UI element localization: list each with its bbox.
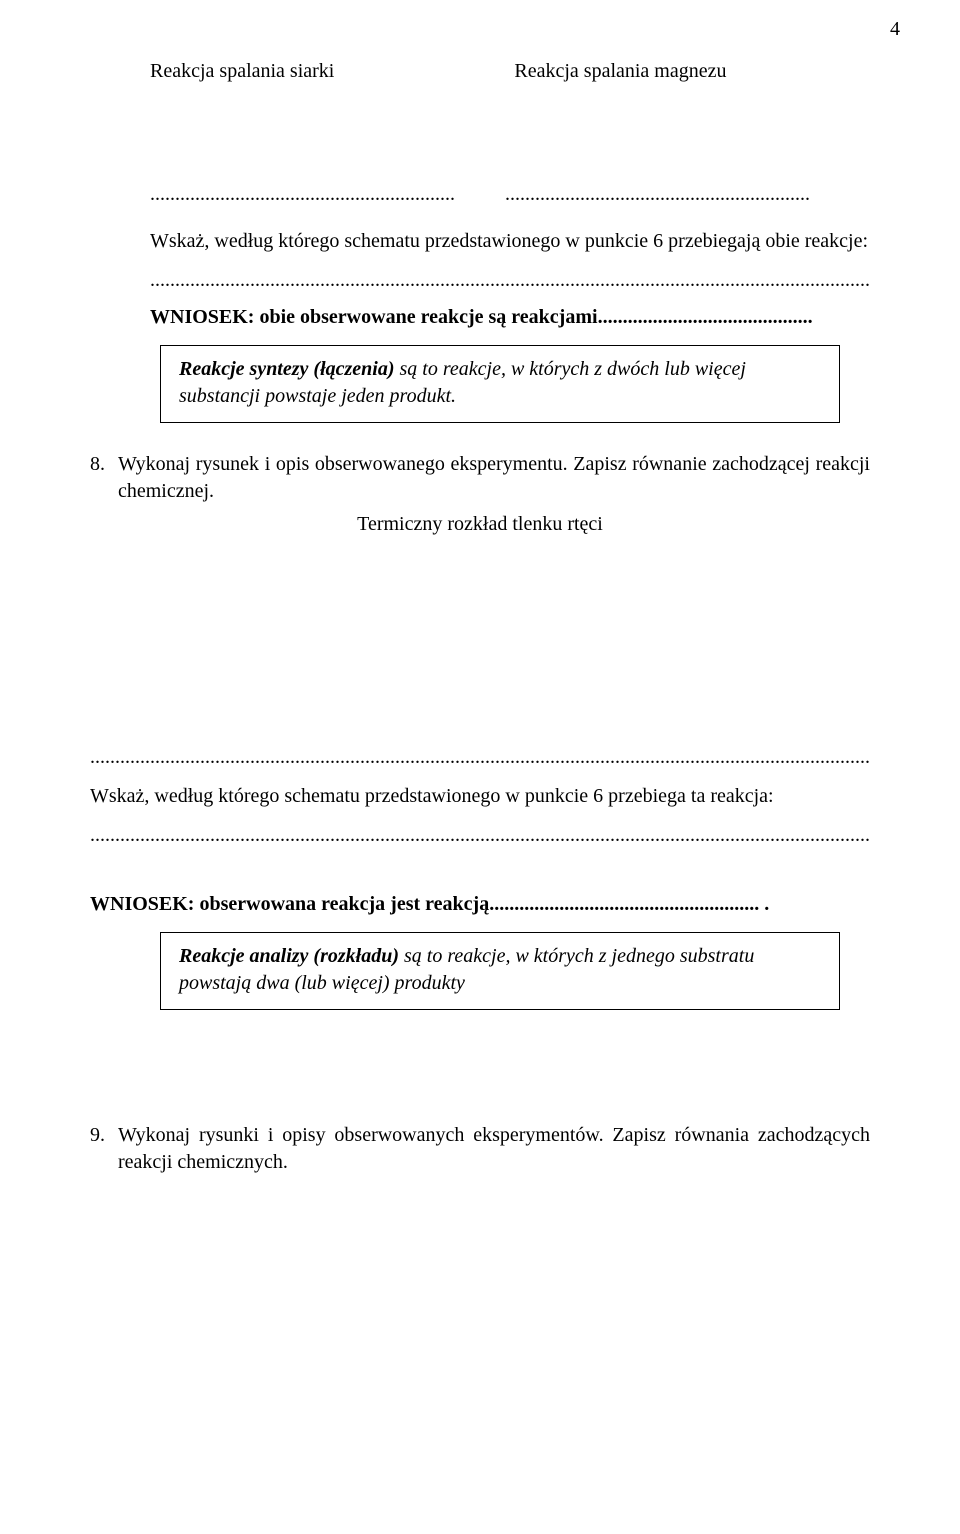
item-9-text: Wykonaj rysunki i opisy obserwowanych ek… <box>118 1122 870 1176</box>
definition-box-2: Reakcje analizy (rozkładu) są to reakcje… <box>160 932 840 1010</box>
page-number: 4 <box>890 18 900 41</box>
item-8-text: Wykonaj rysunek i opis obserwowanego eks… <box>118 451 870 505</box>
header-col-2: Reakcja spalania magnezu <box>514 60 726 83</box>
dotted-two-col: ........................................… <box>90 183 870 206</box>
wniosek-2-dots: ........................................… <box>489 893 769 915</box>
wniosek-2: WNIOSEK: obserwowana reakcja jest reakcj… <box>90 893 870 916</box>
box2-term: Reakcje analizy (rozkładu) <box>179 945 399 967</box>
header-col-1: Reakcja spalania siarki <box>150 60 334 83</box>
wniosek-2-text: WNIOSEK: obserwowana reakcja jest reakcj… <box>90 893 489 915</box>
dots-line-2: ........................................… <box>90 746 870 769</box>
item-8: 8. Wykonaj rysunek i opis obserwowanego … <box>90 451 870 505</box>
instruction-2: Wskaż, według którego schematu przedstaw… <box>90 783 870 810</box>
header-row: Reakcja spalania siarki Reakcja spalania… <box>90 60 870 83</box>
item-9: 9. Wykonaj rysunki i opisy obserwowanych… <box>90 1122 870 1176</box>
wniosek-1-dots: ........................................… <box>598 306 813 328</box>
item-8-num: 8. <box>90 451 118 505</box>
wniosek-1: WNIOSEK: obie obserwowane reakcje są rea… <box>90 306 870 329</box>
dots-col-2: ........................................… <box>505 183 810 206</box>
experiment-title-1: Termiczny rozkład tlenku rtęci <box>90 513 870 536</box>
dots-line-3: ........................................… <box>90 824 870 847</box>
definition-box-1: Reakcje syntezy (łączenia) są to reakcje… <box>160 345 840 423</box>
item-9-num: 9. <box>90 1122 118 1176</box>
wniosek-1-text: WNIOSEK: obie obserwowane reakcje są rea… <box>150 306 598 328</box>
box1-term: Reakcje syntezy (łączenia) <box>179 358 395 380</box>
dots-line-1: ........................................… <box>90 269 870 292</box>
instruction-1: Wskaż, według którego schematu przedstaw… <box>90 228 870 255</box>
dots-col-1: ........................................… <box>150 183 455 206</box>
